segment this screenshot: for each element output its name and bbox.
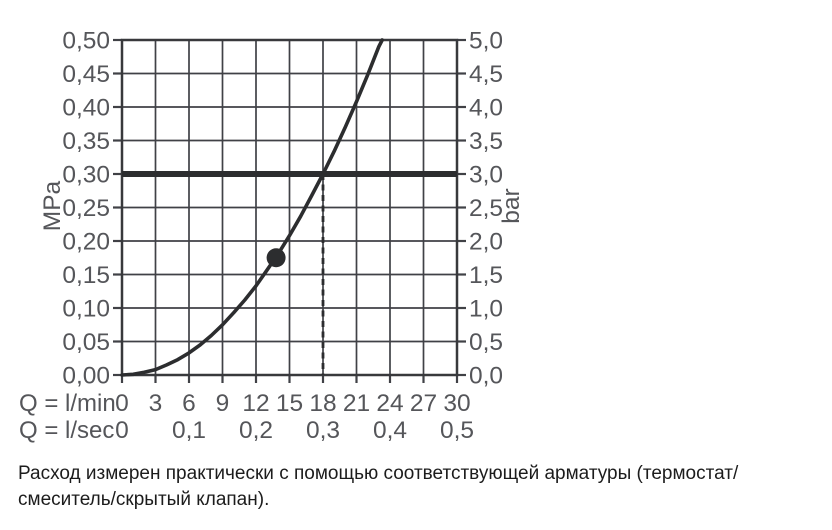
x-lsec-tick-label: 0 [115,417,129,444]
y-right-tick-label: 5,0 [469,28,503,55]
y-right-tick-label: 3,0 [469,162,503,189]
x-lsec-tick-label: 0,2 [239,417,273,444]
plot-border [120,38,459,377]
grid-layer [113,38,466,383]
y-right-tick-label: 0,0 [469,363,503,390]
curve-marker-dot [266,248,286,268]
y-right-tick-label: 4,5 [469,61,503,88]
flow-pressure-chart: 0 3 6 9 12 15 18 21 24 27 300,00 0,00,05 0,50,10 1,00… [19,28,525,445]
x-lmin-tick-label: 18 [309,390,336,417]
y-left-tick-label: 0,15 [62,262,110,289]
y-left-tick-label: 0,45 [62,61,110,88]
y-left-tick-label: 0,50 [62,28,110,55]
y-left-tick-label: 0,00 [62,363,110,390]
x-lsec-tick-label: 0,4 [373,417,407,444]
x-lmin-tick-label: 15 [276,390,303,417]
y-right-axis-unit: bar [498,188,525,223]
y-left-tick-label: 0,35 [62,128,110,155]
y-right-tick-label: 0,5 [469,329,503,356]
y-right-tick-label: 3,5 [469,128,503,155]
x-lmin-tick-label: 9 [216,390,230,417]
y-left-tick-label: 0,05 [62,329,110,356]
x-lmin-tick-label: 30 [443,390,470,417]
y-left-axis-unit: MPa [39,180,66,231]
x-axis-unit-lmin: Q = l/min [19,390,116,417]
x-lsec-tick-label: 0,1 [172,417,206,444]
y-right-tick-label: 1,0 [469,296,503,323]
x-lmin-tick-label: 6 [182,390,196,417]
y-left-tick-label: 0,25 [62,195,110,222]
caption: Расход измерен практически с помощью соо… [18,461,808,512]
x-lmin-tick-label: 21 [343,390,370,417]
caption-line-2: смеситель/скрытый клапан). [18,488,270,510]
marks-layer [120,38,459,377]
x-lmin-tick-label: 27 [410,390,437,417]
x-lmin-tick-label: 0 [115,390,129,417]
x-lsec-tick-label: 0,5 [440,417,474,444]
x-lmin-tick-label: 12 [242,390,269,417]
x-axis-unit-lsec: Q = l/sec [19,417,114,444]
y-left-tick-label: 0,20 [62,229,110,256]
x-lsec-tick-label: 0,3 [306,417,340,444]
y-left-tick-label: 0,40 [62,95,110,122]
y-right-tick-label: 2,0 [469,229,503,256]
y-right-tick-label: 4,0 [469,95,503,122]
flow-curve [120,38,385,377]
x-lmin-tick-label: 3 [149,390,163,417]
y-right-tick-label: 1,5 [469,262,503,289]
tick-labels-layer: 0 3 6 9 12 15 18 21 24 27 300,00 0,00,05 0,50,10 1,00… [62,28,503,445]
caption-line-1: Расход измерен практически с помощью соо… [18,463,739,484]
y-left-tick-label: 0,30 [62,162,110,189]
y-left-tick-label: 0,10 [62,296,110,323]
y-right-tick-label: 2,5 [469,195,503,222]
x-lmin-tick-label: 24 [376,390,403,417]
